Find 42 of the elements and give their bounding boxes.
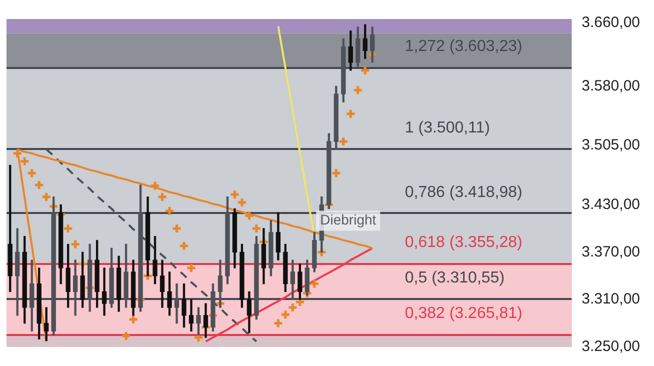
point <box>309 278 320 290</box>
point <box>120 330 132 342</box>
point <box>19 156 30 167</box>
point <box>244 210 254 222</box>
ref-line-label: 0,786 (3.418,98) <box>404 184 522 201</box>
point <box>12 148 23 159</box>
point <box>345 108 356 120</box>
y-tick-label: 3.310,00 <box>582 290 640 308</box>
point <box>62 223 74 234</box>
point <box>150 180 160 192</box>
point <box>236 197 248 208</box>
point <box>157 192 168 202</box>
ref-line-label: 1 (3.500,11) <box>404 120 490 137</box>
y-tick-label: 3.580,00 <box>582 77 640 94</box>
point <box>338 136 349 147</box>
y-tick-label: 3.370,00 <box>582 243 640 260</box>
annotation: Diebright <box>320 212 376 228</box>
point <box>186 262 196 274</box>
point <box>128 314 139 325</box>
point <box>172 223 182 234</box>
ref-line-label: 0,382 (3.265,81) <box>404 304 522 322</box>
y-tick-label: 3.505,00 <box>582 136 640 154</box>
point <box>229 189 240 200</box>
ref-line-label: 0,618 (3.355,28) <box>404 234 522 252</box>
point <box>34 180 44 190</box>
point <box>178 240 190 252</box>
point <box>272 318 284 329</box>
point <box>70 239 81 250</box>
point <box>26 168 38 178</box>
y-tick-label: 3.250,00 <box>582 338 640 356</box>
point <box>352 84 364 96</box>
point <box>287 302 298 313</box>
point <box>251 223 262 234</box>
point <box>280 309 291 320</box>
point <box>41 192 52 202</box>
point <box>360 65 370 76</box>
point <box>330 168 342 178</box>
y-tick-label: 3.430,00 <box>582 196 640 213</box>
y-tick-label: 3.660,00 <box>582 14 640 32</box>
ref-line-label: 0,5 (3.310,55) <box>404 270 505 287</box>
point <box>164 206 175 216</box>
ref-line-label: 1,272 (3.603,23) <box>404 38 522 56</box>
